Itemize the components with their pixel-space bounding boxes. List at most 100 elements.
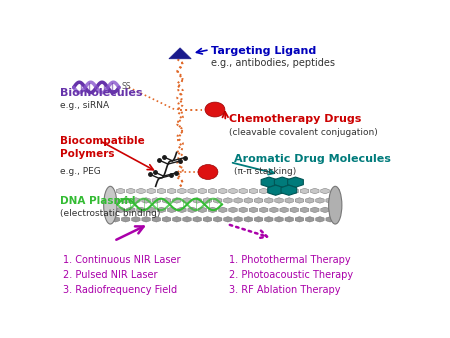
Polygon shape xyxy=(178,188,186,194)
Polygon shape xyxy=(275,217,283,222)
Text: Biocompatible
Polymers: Biocompatible Polymers xyxy=(60,136,144,159)
Polygon shape xyxy=(254,198,263,203)
Polygon shape xyxy=(265,217,273,222)
Polygon shape xyxy=(131,198,140,203)
Polygon shape xyxy=(183,217,191,222)
Polygon shape xyxy=(265,198,273,203)
Polygon shape xyxy=(270,188,278,194)
Polygon shape xyxy=(234,198,243,203)
Polygon shape xyxy=(270,207,278,213)
Polygon shape xyxy=(198,207,207,213)
Polygon shape xyxy=(122,217,130,222)
Polygon shape xyxy=(306,217,314,222)
Polygon shape xyxy=(254,217,263,222)
Polygon shape xyxy=(260,207,268,213)
Polygon shape xyxy=(331,188,339,194)
Polygon shape xyxy=(122,198,130,203)
Polygon shape xyxy=(198,188,207,194)
Polygon shape xyxy=(167,207,176,213)
Polygon shape xyxy=(280,207,288,213)
Polygon shape xyxy=(167,188,176,194)
Polygon shape xyxy=(239,188,248,194)
Polygon shape xyxy=(300,207,309,213)
Polygon shape xyxy=(229,207,237,213)
Text: (cleavable covalent conjugation): (cleavable covalent conjugation) xyxy=(229,128,378,137)
Polygon shape xyxy=(116,207,125,213)
Polygon shape xyxy=(162,217,171,222)
Polygon shape xyxy=(281,185,297,195)
Polygon shape xyxy=(111,198,120,203)
Text: e.g., PEG: e.g., PEG xyxy=(60,167,100,176)
Text: Biomolecules: Biomolecules xyxy=(60,88,142,98)
Polygon shape xyxy=(274,177,290,187)
Polygon shape xyxy=(172,217,181,222)
Polygon shape xyxy=(244,198,252,203)
Polygon shape xyxy=(268,185,284,195)
Polygon shape xyxy=(131,217,140,222)
Polygon shape xyxy=(321,207,329,213)
Polygon shape xyxy=(275,198,283,203)
Polygon shape xyxy=(234,217,243,222)
Polygon shape xyxy=(326,198,334,203)
Polygon shape xyxy=(244,217,252,222)
Polygon shape xyxy=(126,188,135,194)
Polygon shape xyxy=(208,188,217,194)
Polygon shape xyxy=(137,207,145,213)
Polygon shape xyxy=(152,217,161,222)
Polygon shape xyxy=(219,188,227,194)
Polygon shape xyxy=(203,198,212,203)
Polygon shape xyxy=(288,177,303,187)
Polygon shape xyxy=(300,188,309,194)
Polygon shape xyxy=(249,188,258,194)
Polygon shape xyxy=(310,207,319,213)
Polygon shape xyxy=(310,188,319,194)
Text: SS: SS xyxy=(122,82,131,91)
Polygon shape xyxy=(285,198,293,203)
Polygon shape xyxy=(321,188,329,194)
Text: DNA Plasmid: DNA Plasmid xyxy=(60,196,135,207)
Polygon shape xyxy=(331,207,339,213)
Polygon shape xyxy=(239,207,248,213)
Ellipse shape xyxy=(328,186,342,224)
Ellipse shape xyxy=(104,186,117,224)
Polygon shape xyxy=(306,198,314,203)
Polygon shape xyxy=(224,217,232,222)
Polygon shape xyxy=(172,198,181,203)
Text: e.g., siRNA: e.g., siRNA xyxy=(60,101,109,110)
Polygon shape xyxy=(147,188,155,194)
Polygon shape xyxy=(111,217,120,222)
Polygon shape xyxy=(157,207,166,213)
Text: 1. Continuous NIR Laser
2. Pulsed NIR Laser
3. Radiofrequency Field: 1. Continuous NIR Laser 2. Pulsed NIR La… xyxy=(63,255,181,295)
Polygon shape xyxy=(280,188,288,194)
Text: 1. Photothermal Therapy
2. Photoacoustic Therapy
3. RF Ablation Therapy: 1. Photothermal Therapy 2. Photoacoustic… xyxy=(229,255,353,295)
Polygon shape xyxy=(290,188,299,194)
Polygon shape xyxy=(213,217,222,222)
Polygon shape xyxy=(219,207,227,213)
Polygon shape xyxy=(260,188,268,194)
Polygon shape xyxy=(326,217,334,222)
Polygon shape xyxy=(188,207,196,213)
Polygon shape xyxy=(285,217,293,222)
Text: Chemotherapy Drugs: Chemotherapy Drugs xyxy=(229,114,361,124)
Polygon shape xyxy=(147,207,155,213)
Polygon shape xyxy=(193,198,202,203)
Polygon shape xyxy=(229,188,237,194)
Polygon shape xyxy=(188,188,196,194)
Polygon shape xyxy=(126,207,135,213)
Polygon shape xyxy=(315,198,324,203)
Polygon shape xyxy=(295,198,304,203)
Polygon shape xyxy=(224,198,232,203)
Text: (electrostatic binding): (electrostatic binding) xyxy=(60,210,160,218)
Text: (π-π stacking): (π-π stacking) xyxy=(234,167,297,176)
Polygon shape xyxy=(178,207,186,213)
Polygon shape xyxy=(142,198,150,203)
Polygon shape xyxy=(183,198,191,203)
Polygon shape xyxy=(169,48,191,59)
Polygon shape xyxy=(261,177,277,187)
Circle shape xyxy=(198,165,218,179)
Polygon shape xyxy=(193,217,202,222)
Polygon shape xyxy=(142,217,150,222)
Polygon shape xyxy=(208,207,217,213)
Polygon shape xyxy=(213,198,222,203)
Polygon shape xyxy=(249,207,258,213)
